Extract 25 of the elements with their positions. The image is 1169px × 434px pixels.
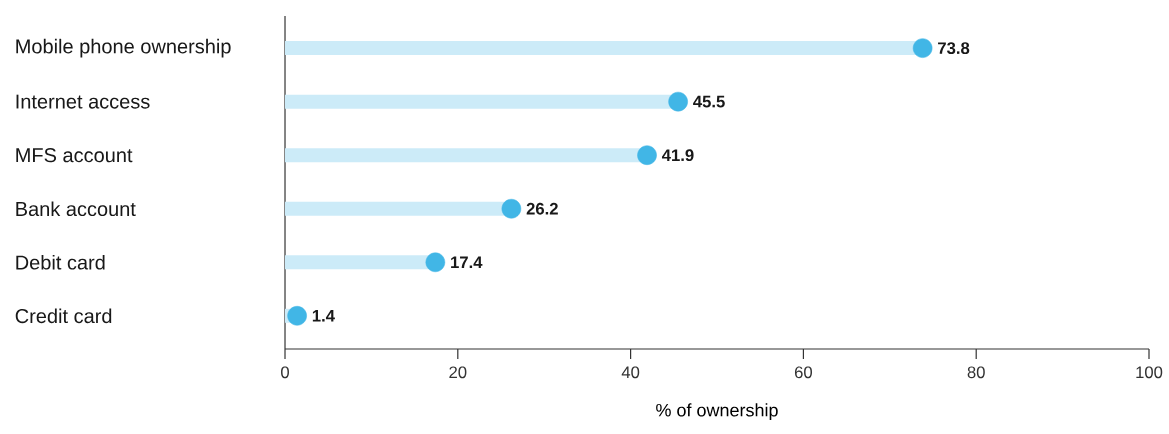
data-label: 41.9	[661, 149, 694, 162]
point	[501, 198, 522, 219]
y-tick-label: MFS account	[16, 148, 133, 163]
point	[287, 306, 307, 326]
y-tick-label: Bank account	[16, 201, 136, 217]
data-label: 73.8	[938, 42, 970, 55]
x-tick-label: 100	[1136, 366, 1163, 379]
data-label: 17.4	[451, 256, 483, 268]
x-tick-label: 60	[794, 366, 813, 379]
x-tick-label: 0	[281, 366, 289, 379]
y-tick-label: Credit card	[15, 308, 112, 324]
x-tick-label: 20	[449, 366, 467, 379]
data-label: 45.5	[693, 95, 725, 108]
y-tick-label: Mobile phone ownership	[16, 38, 231, 58]
point	[425, 252, 446, 273]
data-label: 26.2	[526, 202, 558, 215]
y-tick-label: Internet access	[16, 94, 150, 109]
y-tick-label: Debit card	[16, 254, 105, 270]
x-tick-label: 80	[967, 366, 985, 379]
point	[668, 91, 688, 112]
point	[637, 145, 657, 165]
data-label: 1.4	[312, 310, 335, 322]
x-tick-label: 40	[621, 366, 640, 379]
point	[912, 38, 933, 58]
x-axis-title: % of ownership	[656, 403, 778, 421]
